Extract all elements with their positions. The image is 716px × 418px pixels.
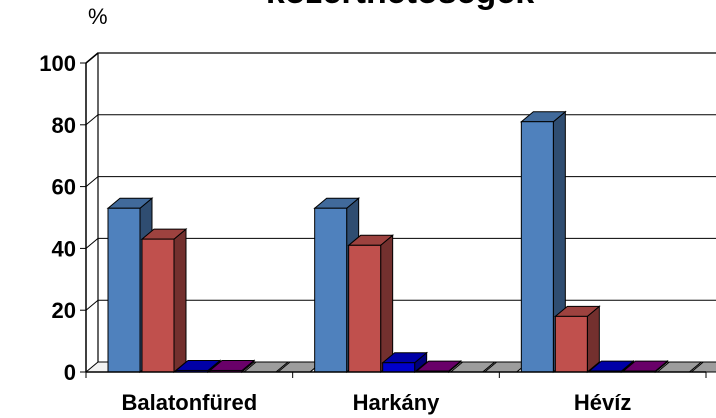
bar-side [586,305,600,374]
bar [107,207,141,373]
x-category-label: Harkány [353,390,441,415]
y-tick-label: 40 [52,236,76,261]
y-axis-top [85,52,99,64]
back-wall [97,52,716,362]
bar [348,244,382,373]
y-tick-label: 0 [64,360,76,385]
bar [520,121,554,373]
y-tick-label: 60 [52,175,76,200]
y-unit-label: % [88,4,108,29]
gridline-side [85,176,99,187]
chart-title: közérthetőségek [200,0,600,12]
bar [141,238,175,373]
bar [314,207,348,373]
gridline-side [85,299,99,311]
y-tick-label: 80 [52,113,76,138]
y-tick-label: 100 [39,51,76,76]
x-category-label: Hévíz [574,390,631,415]
bar-side [380,234,394,374]
x-category-label: Balatonfüred [121,390,257,415]
bar [382,362,416,373]
bar [554,315,588,373]
gridline-side [85,238,99,249]
y-tick-label: 20 [52,298,76,323]
bar-side [173,228,187,374]
bar-top [689,361,716,373]
gridline-side [85,114,99,126]
